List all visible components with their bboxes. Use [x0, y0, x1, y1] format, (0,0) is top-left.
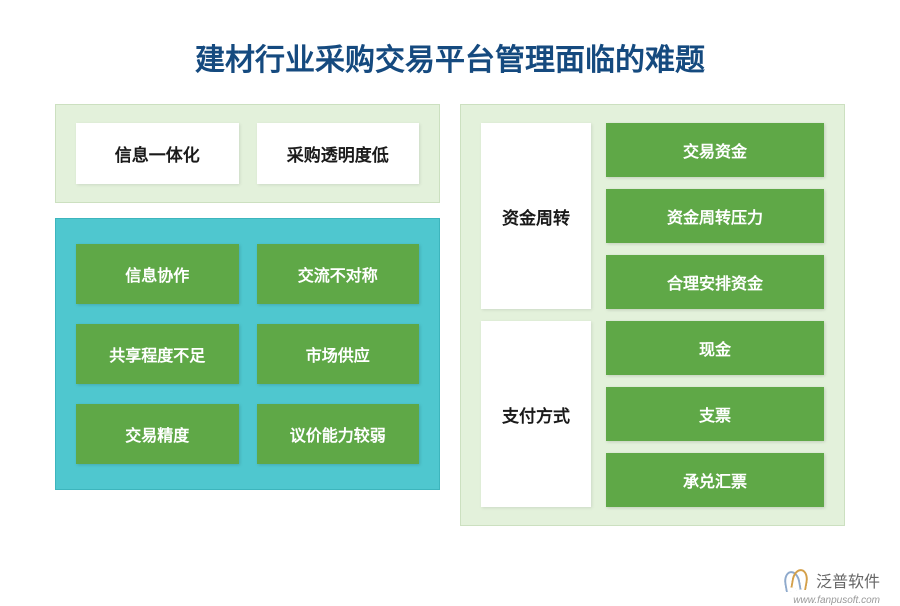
info-box: 采购透明度低: [257, 123, 420, 184]
issue-box: 市场供应: [257, 324, 420, 384]
item-box: 现金: [606, 321, 824, 375]
right-panel: 资金周转 交易资金 资金周转压力 合理安排资金 支付方式 现金 支票 承兑汇票: [460, 104, 845, 526]
item-box: 支票: [606, 387, 824, 441]
main-container: 信息一体化 采购透明度低 信息协作 交流不对称 共享程度不足 市场供应 交易精度…: [0, 104, 900, 526]
section-items: 现金 支票 承兑汇票: [606, 321, 824, 507]
page-title: 建材行业采购交易平台管理面临的难题: [0, 0, 900, 104]
brand-name: 泛普软件: [816, 568, 880, 592]
top-panel: 信息一体化 采购透明度低: [55, 104, 440, 203]
footer-logo: 泛普软件: [784, 568, 880, 592]
item-box: 承兑汇票: [606, 453, 824, 507]
item-box: 合理安排资金: [606, 255, 824, 309]
section-label: 资金周转: [481, 123, 591, 309]
issue-box: 交流不对称: [257, 244, 420, 304]
item-box: 交易资金: [606, 123, 824, 177]
grid-row: 信息协作 交流不对称: [76, 244, 419, 304]
info-box: 信息一体化: [76, 123, 239, 184]
section-payment: 支付方式 现金 支票 承兑汇票: [481, 321, 824, 507]
grid-row: 交易精度 议价能力较弱: [76, 404, 419, 464]
right-column: 资金周转 交易资金 资金周转压力 合理安排资金 支付方式 现金 支票 承兑汇票: [460, 104, 845, 526]
section-label: 支付方式: [481, 321, 591, 507]
footer-url: www.fanpusoft.com: [793, 595, 880, 606]
issue-box: 信息协作: [76, 244, 239, 304]
section-items: 交易资金 资金周转压力 合理安排资金: [606, 123, 824, 309]
issue-box: 交易精度: [76, 404, 239, 464]
item-box: 资金周转压力: [606, 189, 824, 243]
left-column: 信息一体化 采购透明度低 信息协作 交流不对称 共享程度不足 市场供应 交易精度…: [55, 104, 440, 526]
issue-box: 共享程度不足: [76, 324, 239, 384]
teal-panel: 信息协作 交流不对称 共享程度不足 市场供应 交易精度 议价能力较弱: [55, 218, 440, 490]
fanpu-logo-icon: [784, 569, 810, 591]
grid-row: 共享程度不足 市场供应: [76, 324, 419, 384]
section-funds: 资金周转 交易资金 资金周转压力 合理安排资金: [481, 123, 824, 309]
issue-box: 议价能力较弱: [257, 404, 420, 464]
